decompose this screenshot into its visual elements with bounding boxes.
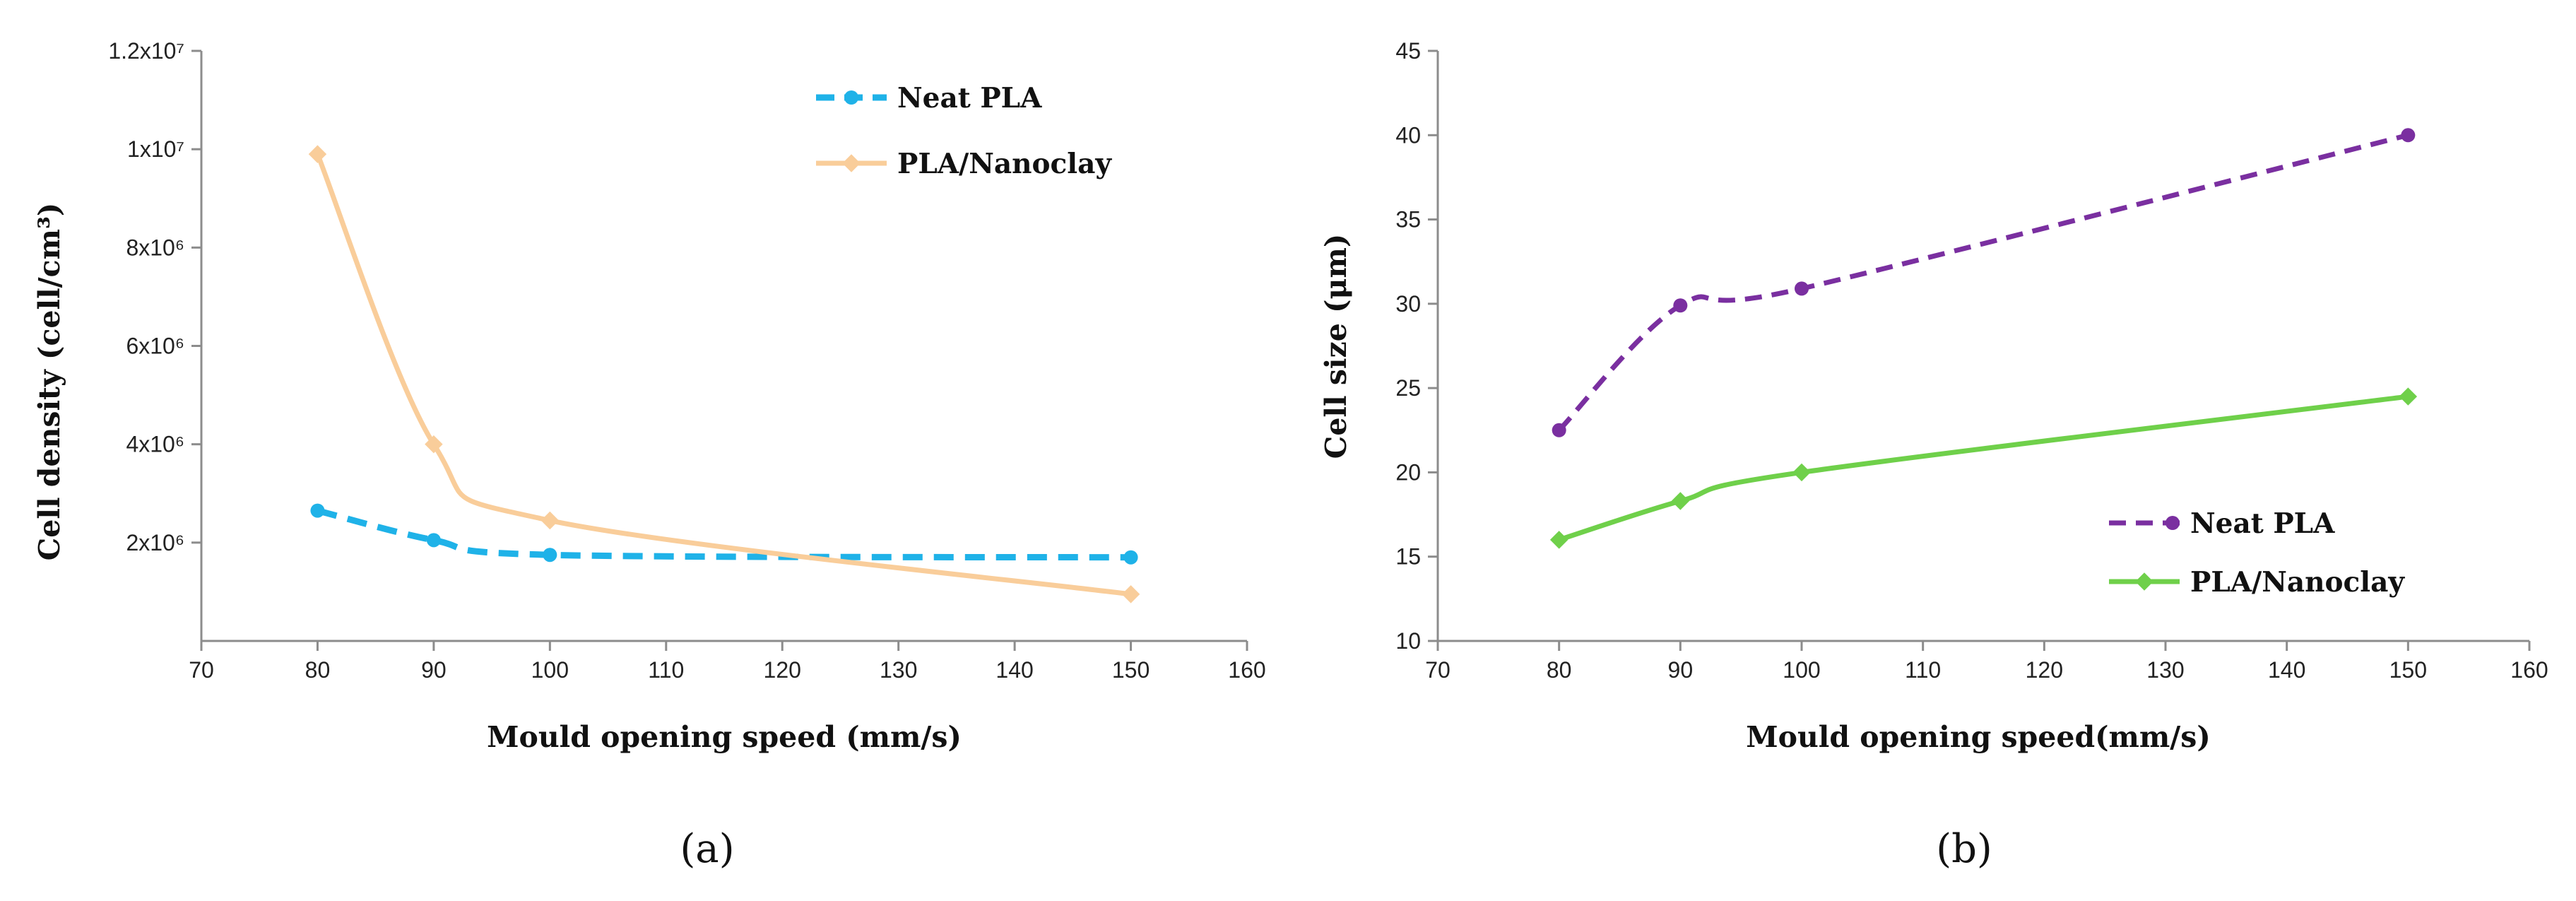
panel-a-series-pla-nanoclay-point	[540, 511, 560, 530]
panel-b-x-tick-label: 140	[2268, 657, 2305, 683]
panel-b-series-neat-pla-point	[2401, 128, 2416, 143]
panel-b-x-tick-label: 90	[1668, 657, 1694, 683]
panel-b-series-neat-pla-point	[1795, 281, 1809, 296]
panel-b-y-tick-label: 45	[1395, 38, 1421, 64]
panel-a-x-tick-label: 130	[880, 657, 917, 683]
panel-b-y-tick-label: 15	[1395, 544, 1421, 570]
panel-b-series-pla-nanoclay-point	[1792, 463, 1811, 482]
panel-a-x-tick-label: 80	[305, 657, 331, 683]
panel-b-cell-size-chart: 70 80 90 100 110 120 130 140 150 160 10 15 20 25 30 35 4…	[1319, 38, 2548, 872]
panel-b-y-axis-title: Cell size (μm)	[1319, 234, 1353, 459]
panel-a-legend-neat-pla-label: Neat PLA	[897, 82, 1042, 114]
panel-a-marks: 70 80 90 100 110 120 130 140 150 160 2x10⁶ 4x10⁶ 6x1…	[108, 38, 1265, 683]
panel-a-series-neat-pla-line	[317, 507, 1131, 561]
panel-a-series-pla-nanoclay-point	[308, 145, 327, 163]
panel-a-label: (a)	[680, 826, 734, 872]
panel-a-series-neat-pla-point	[1123, 550, 1138, 565]
panel-a-y-tick-label: 1.2x10⁷	[108, 38, 184, 64]
panel-a-cell-density-chart: 70 80 90 100 110 120 130 140 150 160 2x10⁶ 4x10⁶ 6x1…	[33, 38, 1266, 872]
panel-a-x-tick-label: 90	[421, 657, 447, 683]
panel-b-y-tick-label: 25	[1395, 375, 1421, 401]
panel-b-legend-neat-pla-marker	[2166, 516, 2180, 530]
panel-a-x-tick-label: 100	[531, 657, 569, 683]
panel-b-y-tick-label: 20	[1395, 459, 1421, 485]
panel-a-y-tick-label: 4x10⁶	[126, 432, 184, 457]
panel-b-legend-neat-pla-label: Neat PLA	[2190, 507, 2335, 540]
panel-a-x-tick-label: 150	[1112, 657, 1150, 683]
panel-a-x-tick-label: 160	[1228, 657, 1265, 683]
panel-b-series-neat-pla-point	[1552, 423, 1566, 437]
panel-b-series-pla-nanoclay-point	[1671, 492, 1690, 510]
panel-b-y-tick-label: 40	[1395, 122, 1421, 148]
panel-a-x-tick-label: 110	[648, 657, 684, 683]
panel-b-series-pla-nanoclay-point	[2399, 387, 2418, 406]
panel-a-y-axis-title: Cell density (cell/cm³)	[33, 203, 66, 561]
panel-a-series-neat-pla-point	[426, 533, 441, 548]
panel-b-series-pla-nanoclay-point	[1549, 531, 1568, 549]
panel-b-series-pla-nanoclay-line	[1558, 394, 2409, 543]
panel-a-x-tick-label: 70	[189, 657, 214, 683]
panel-b-x-tick-label: 150	[2389, 657, 2427, 683]
panel-b-x-tick-label: 160	[2510, 657, 2548, 683]
panel-a-series-neat-pla-point	[543, 548, 557, 563]
panel-b-x-tick-label: 70	[1425, 657, 1451, 683]
panel-b-x-axis-title: Mould opening speed(mm/s)	[1746, 720, 2211, 754]
panel-b-x-tick-label: 110	[1905, 657, 1941, 683]
panel-a-series-pla-nanoclay-point	[1121, 585, 1140, 603]
panel-a-y-tick-label: 2x10⁶	[126, 530, 184, 555]
panel-b-marks: 70 80 90 100 110 120 130 140 150 160 10 15 20 25 30 35 4…	[1395, 38, 2548, 683]
panel-b-x-tick-label: 80	[1547, 657, 1572, 683]
panel-b-label: (b)	[1936, 826, 1992, 872]
panel-a-series-pla-nanoclay-point	[425, 435, 443, 454]
panel-b-legend: Neat PLA PLA/Nanoclay	[2109, 507, 2405, 599]
panel-b-y-tick-label: 10	[1395, 628, 1421, 654]
panel-a-legend: Neat PLA PLA/Nanoclay	[816, 82, 1112, 180]
panel-a-legend-pla-nanoclay-marker	[842, 154, 861, 172]
panel-b-series-neat-pla-line	[1557, 132, 2409, 432]
panel-a-y-tick-label: 6x10⁶	[126, 334, 184, 359]
panel-b-x-tick-label: 120	[2026, 657, 2063, 683]
panel-b-y-tick-label: 35	[1395, 207, 1421, 232]
panel-b-y-tick-label: 30	[1395, 291, 1421, 317]
panel-b-x-tick-label: 100	[1783, 657, 1820, 683]
panel-a-legend-neat-pla-marker	[844, 90, 858, 105]
panel-a-y-tick-label: 8x10⁶	[126, 235, 184, 260]
panel-a-x-axis-title: Mould opening speed (mm/s)	[487, 720, 962, 754]
panel-a-x-tick-label: 140	[995, 657, 1033, 683]
panel-a-series-pla-nanoclay-line	[315, 153, 1132, 597]
panel-b-series-neat-pla-point	[1673, 298, 1688, 313]
panel-a-x-tick-label: 120	[764, 657, 801, 683]
panel-b-legend-pla-nanoclay-label: PLA/Nanoclay	[2190, 566, 2405, 599]
panel-b-x-tick-label: 130	[2146, 657, 2184, 683]
panel-a-legend-pla-nanoclay-label: PLA/Nanoclay	[897, 148, 1112, 180]
panel-a-series-neat-pla-point	[310, 503, 325, 518]
panel-b-legend-pla-nanoclay-marker	[2135, 572, 2153, 591]
panel-a-y-tick-label: 1x10⁷	[127, 136, 184, 162]
